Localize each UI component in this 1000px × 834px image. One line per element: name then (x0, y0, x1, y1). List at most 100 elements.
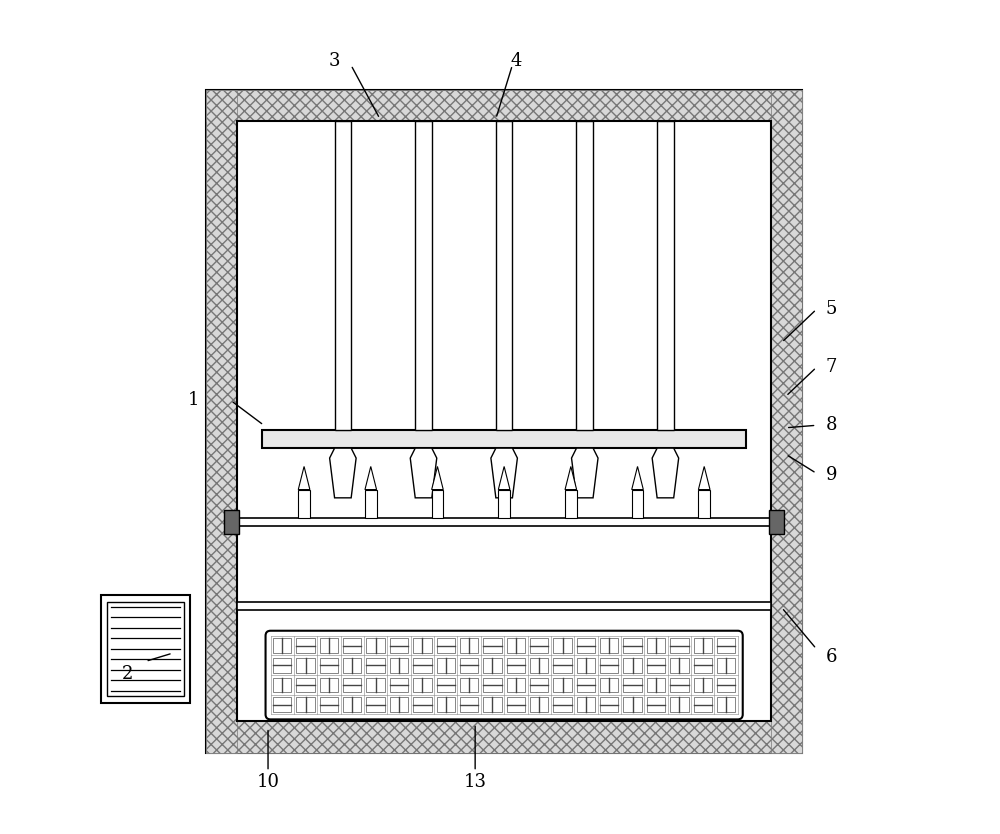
Bar (413, 658, 432, 672)
Bar (390, 677, 408, 692)
Bar (460, 638, 478, 653)
Polygon shape (298, 466, 310, 490)
Polygon shape (365, 466, 377, 490)
Bar (366, 638, 385, 653)
Bar (647, 677, 665, 692)
Bar (670, 697, 689, 712)
Polygon shape (698, 466, 710, 490)
Bar (437, 697, 455, 712)
Bar (632, 490, 643, 518)
Bar (530, 638, 548, 653)
Polygon shape (565, 466, 577, 490)
Bar (694, 638, 712, 653)
Bar (577, 697, 595, 712)
Bar (273, 697, 291, 712)
Bar (206, 721, 802, 752)
Bar (437, 638, 455, 653)
Bar (647, 697, 665, 712)
Polygon shape (410, 448, 437, 498)
Bar (670, 638, 689, 653)
Bar (390, 697, 408, 712)
Text: 5: 5 (826, 300, 837, 319)
Bar (320, 658, 338, 672)
Bar (343, 697, 361, 712)
Bar (343, 677, 361, 692)
Text: 10: 10 (257, 772, 280, 791)
Text: 7: 7 (826, 359, 837, 376)
Bar (565, 490, 577, 518)
Bar (623, 677, 642, 692)
Bar (390, 658, 408, 672)
Bar (553, 677, 572, 692)
Bar (460, 677, 478, 692)
Bar (343, 638, 361, 653)
Bar (771, 90, 802, 752)
Bar (237, 518, 771, 526)
Bar (206, 90, 802, 752)
Bar (507, 677, 525, 692)
Bar (415, 121, 432, 430)
Bar (206, 90, 802, 121)
Bar (577, 658, 595, 672)
Bar (320, 638, 338, 653)
Bar (366, 677, 385, 692)
Bar (600, 658, 618, 672)
Bar (717, 658, 735, 672)
Bar (600, 697, 618, 712)
Bar (600, 638, 618, 653)
Bar (694, 658, 712, 672)
Polygon shape (491, 448, 517, 498)
Bar (694, 677, 712, 692)
Bar (657, 121, 674, 430)
Bar (296, 697, 315, 712)
FancyBboxPatch shape (266, 631, 743, 720)
Bar (298, 490, 310, 518)
Bar (460, 658, 478, 672)
Bar (553, 658, 572, 672)
Bar (670, 677, 689, 692)
Bar (717, 638, 735, 653)
Bar (206, 90, 237, 752)
Bar (717, 677, 735, 692)
Bar (530, 697, 548, 712)
Bar (530, 658, 548, 672)
Bar (101, 595, 190, 703)
Bar (107, 602, 184, 696)
Text: 6: 6 (826, 648, 837, 666)
Bar (432, 490, 443, 518)
Bar (413, 697, 432, 712)
Bar (273, 677, 291, 692)
Bar (698, 490, 710, 518)
Bar (553, 697, 572, 712)
Bar (366, 658, 385, 672)
Bar (320, 677, 338, 692)
Text: 13: 13 (464, 772, 487, 791)
Polygon shape (572, 448, 598, 498)
Bar (390, 638, 408, 653)
Bar (769, 510, 784, 534)
Bar (366, 697, 385, 712)
Bar (262, 430, 746, 448)
Bar (483, 677, 502, 692)
Bar (296, 638, 315, 653)
Bar (498, 490, 510, 518)
Bar (237, 602, 771, 610)
Bar (576, 121, 593, 430)
Bar (530, 677, 548, 692)
Bar (365, 490, 377, 518)
Bar (623, 697, 642, 712)
Bar (413, 677, 432, 692)
Text: 9: 9 (826, 466, 837, 484)
Bar (717, 697, 735, 712)
Bar (507, 658, 525, 672)
Bar (224, 510, 239, 534)
Polygon shape (498, 466, 510, 490)
Polygon shape (432, 466, 443, 490)
Bar (437, 658, 455, 672)
Bar (623, 658, 642, 672)
Bar (647, 658, 665, 672)
Text: 2: 2 (122, 665, 133, 683)
Polygon shape (632, 466, 643, 490)
Bar (623, 638, 642, 653)
Bar (577, 677, 595, 692)
